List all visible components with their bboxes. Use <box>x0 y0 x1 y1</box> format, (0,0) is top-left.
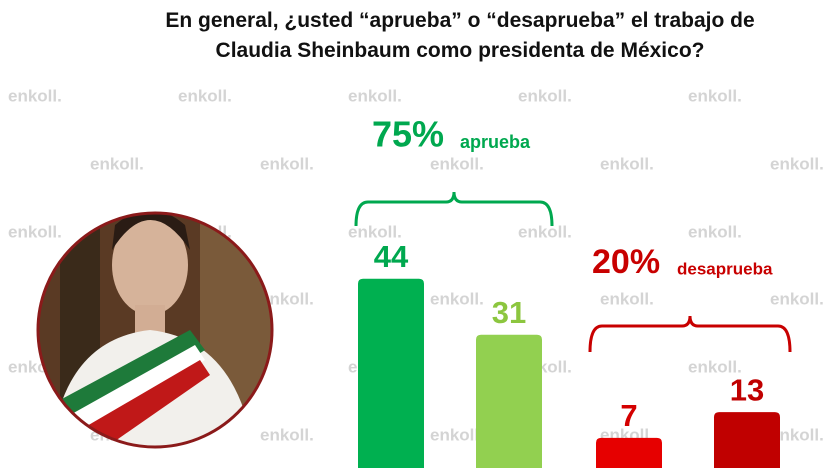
portrait-border <box>36 211 274 449</box>
watermark: enkoll. <box>178 86 232 105</box>
watermark: enkoll. <box>688 86 742 105</box>
watermark: enkoll. <box>770 425 824 444</box>
watermark: enkoll. <box>600 154 654 173</box>
watermark: enkoll. <box>600 289 654 308</box>
value-label: 13 <box>730 372 764 407</box>
watermark: enkoll. <box>348 86 402 105</box>
watermark: enkoll. <box>260 154 314 173</box>
chart-title: En general, ¿usted “aprueba” o “desaprue… <box>165 9 755 62</box>
portrait <box>39 214 271 446</box>
annotation: aprueba <box>460 132 531 152</box>
watermark: enkoll. <box>90 154 144 173</box>
annotation: 75% <box>372 114 444 155</box>
watermark: enkoll. <box>430 154 484 173</box>
watermark: enkoll. <box>430 289 484 308</box>
bracket <box>354 191 554 227</box>
watermark: enkoll. <box>518 86 572 105</box>
value-label: 44 <box>374 239 409 274</box>
watermark: enkoll. <box>688 357 742 376</box>
watermark: enkoll. <box>8 222 62 241</box>
watermark: enkoll. <box>260 425 314 444</box>
watermark: enkoll. <box>770 289 824 308</box>
value-label: 31 <box>492 295 526 330</box>
watermark: enkoll. <box>518 222 572 241</box>
bars: 44 31 7 13 <box>354 191 792 468</box>
annotation: 20% <box>592 243 660 281</box>
watermark: enkoll. <box>348 222 402 241</box>
bar <box>476 334 542 468</box>
bracket <box>588 315 792 353</box>
watermark: enkoll. <box>770 154 824 173</box>
watermark: enkoll. <box>8 86 62 105</box>
bar <box>358 278 424 468</box>
bar <box>596 437 662 468</box>
annotation: desaprueba <box>677 259 773 278</box>
bar <box>714 412 780 468</box>
watermark: enkoll. <box>430 425 484 444</box>
watermark: enkoll. <box>260 289 314 308</box>
watermark: enkoll. <box>688 222 742 241</box>
value-label: 7 <box>620 398 637 433</box>
